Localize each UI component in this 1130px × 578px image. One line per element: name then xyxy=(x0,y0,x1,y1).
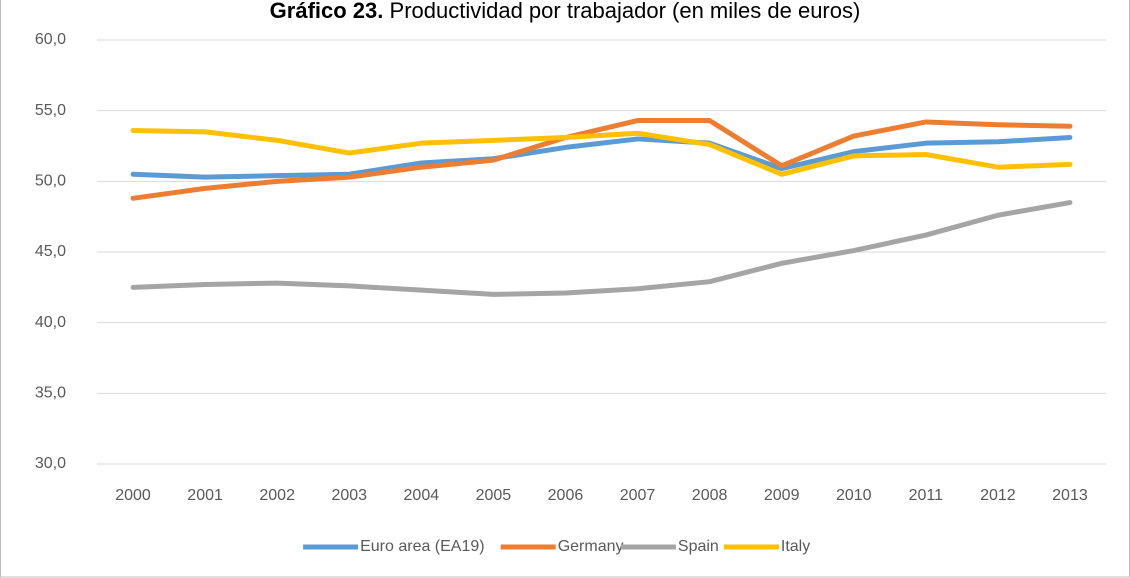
x-tick-label: 2009 xyxy=(764,487,800,504)
x-tick-label: 2007 xyxy=(620,487,656,504)
y-tick-label: 30,0 xyxy=(35,455,66,472)
x-tick-label: 2005 xyxy=(476,487,512,504)
y-tick-label: 55,0 xyxy=(35,102,66,119)
y-tick-label: 35,0 xyxy=(35,385,66,402)
series-line xyxy=(130,118,1073,201)
x-tick-label: 2002 xyxy=(259,487,295,504)
x-tick-label: 2004 xyxy=(404,487,440,504)
x-tick-label: 2001 xyxy=(187,487,223,504)
series-line xyxy=(130,135,1073,180)
x-tick-label: 2011 xyxy=(909,487,944,504)
legend-label: Germany xyxy=(558,538,624,555)
x-tick-label: 2012 xyxy=(980,487,1016,504)
x-tick-label: 2008 xyxy=(692,487,728,504)
legend-label: Spain xyxy=(678,538,719,555)
legend-label: Italy xyxy=(781,538,810,555)
x-tick-label: 2010 xyxy=(836,487,872,504)
series-line xyxy=(130,200,1073,297)
x-tick-label: 2006 xyxy=(548,487,584,504)
y-tick-label: 50,0 xyxy=(35,173,66,190)
series-line xyxy=(130,127,1073,177)
x-tick-label: 2013 xyxy=(1052,487,1088,504)
y-tick-label: 45,0 xyxy=(35,243,66,260)
x-tick-label: 2000 xyxy=(115,487,151,504)
y-tick-label: 60,0 xyxy=(35,31,66,48)
title-label: Gráfico 23. xyxy=(270,0,384,23)
y-tick-label: 40,0 xyxy=(35,314,66,331)
chart-title: Gráfico 23. Productividad por trabajador… xyxy=(270,0,861,23)
title-text: Productividad por trabajador (en miles d… xyxy=(390,0,861,23)
legend-label: Euro area (EA19) xyxy=(360,538,485,555)
x-tick-label: 2003 xyxy=(331,487,367,504)
